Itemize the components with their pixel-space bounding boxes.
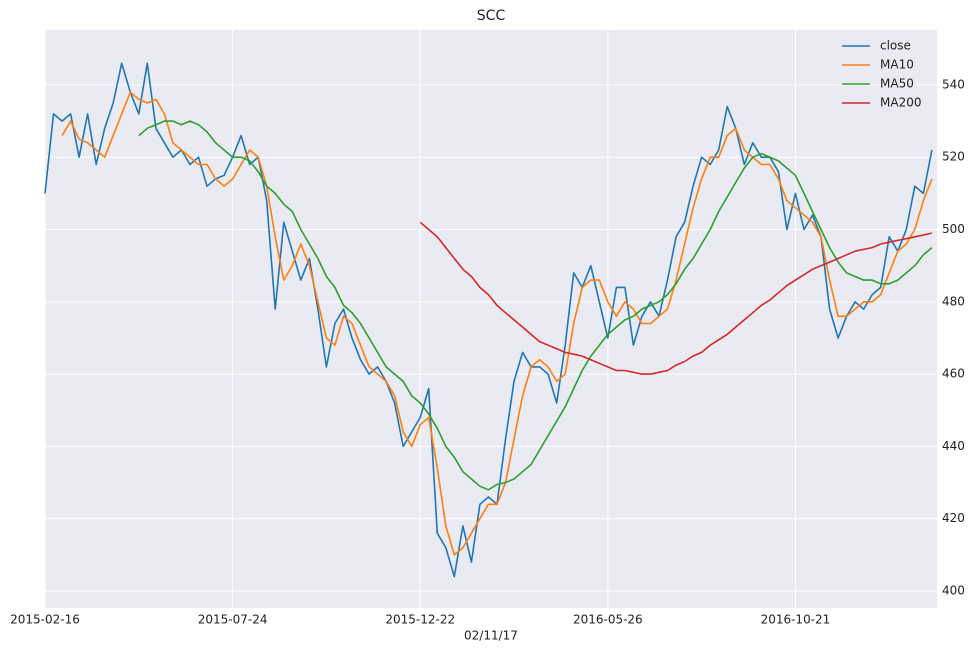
line-series bbox=[61, 91, 933, 556]
y-tick-label: 400 bbox=[942, 584, 965, 598]
x-tick-label: 2015-12-22 bbox=[385, 613, 455, 627]
x-tick-label: 2015-07-24 bbox=[198, 613, 268, 627]
y-tick-label: 420 bbox=[942, 511, 965, 525]
legend-label: close bbox=[880, 39, 911, 53]
x-axis-label: 02/11/17 bbox=[464, 629, 518, 643]
y-tick-label: 500 bbox=[942, 222, 965, 236]
y-tick-label: 540 bbox=[942, 77, 965, 91]
legend-label: MA50 bbox=[880, 77, 914, 91]
line-series bbox=[419, 221, 933, 375]
chart-title: SCC bbox=[477, 8, 506, 24]
line-series bbox=[44, 62, 933, 578]
legend-label: MA200 bbox=[880, 96, 921, 110]
y-tick-label: 480 bbox=[942, 294, 965, 308]
legend-label: MA10 bbox=[880, 58, 914, 72]
x-tick-label: 2016-10-21 bbox=[761, 613, 831, 627]
x-tick-label: 2016-05-26 bbox=[573, 613, 643, 627]
y-tick-label: 460 bbox=[942, 367, 965, 381]
plot-area bbox=[45, 30, 937, 608]
y-tick-label: 440 bbox=[942, 439, 965, 453]
line-series bbox=[138, 120, 933, 491]
y-tick-label: 520 bbox=[942, 150, 965, 164]
x-tick-label: 2015-02-16 bbox=[10, 613, 80, 627]
